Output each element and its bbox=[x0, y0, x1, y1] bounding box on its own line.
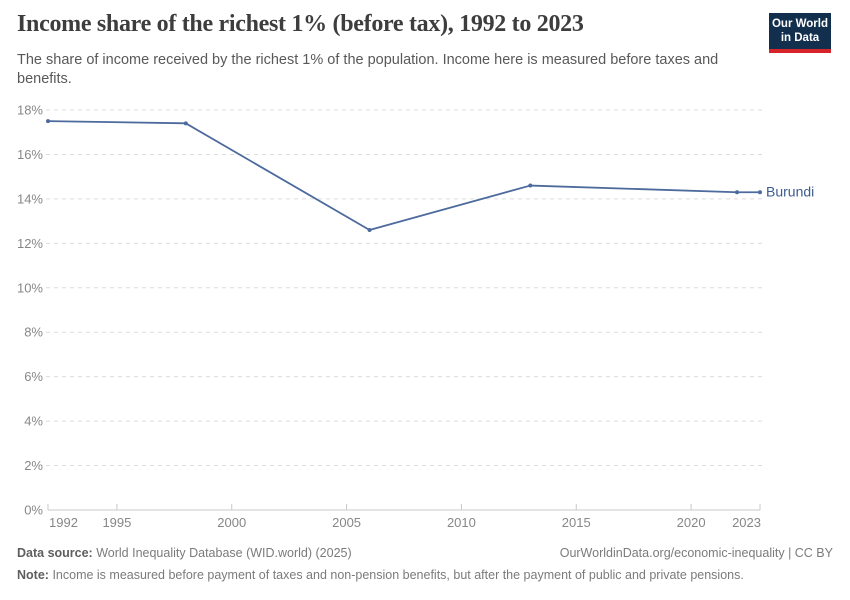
y-axis-tick-label: 14% bbox=[17, 191, 43, 206]
y-axis-tick-label: 12% bbox=[17, 236, 43, 251]
x-axis-tick-label: 2023 bbox=[732, 515, 761, 530]
y-axis-tick-label: 0% bbox=[24, 503, 43, 518]
data-source-label: Data source: bbox=[17, 546, 93, 560]
page-title: Income share of the richest 1% (before t… bbox=[17, 11, 584, 37]
x-axis-tick-label: 2005 bbox=[332, 515, 361, 530]
y-axis-tick-label: 4% bbox=[24, 414, 43, 429]
x-axis-tick-label: 1992 bbox=[49, 515, 78, 530]
footer-note-value: Income is measured before payment of tax… bbox=[52, 568, 744, 582]
x-axis-tick-label: 1995 bbox=[102, 515, 131, 530]
y-axis-tick-label: 6% bbox=[24, 369, 43, 384]
owid-logo: Our World in Data bbox=[769, 13, 831, 53]
data-point[interactable] bbox=[735, 190, 740, 195]
data-point[interactable] bbox=[46, 119, 50, 124]
line-chart: 0% 2% 4% 6% 8% 10% 12% 14% 16% 18% 1992 1995 2000 200… bbox=[17, 103, 814, 531]
data-point[interactable] bbox=[183, 121, 188, 126]
data-source: Data source: World Inequality Database (… bbox=[17, 546, 352, 560]
x-axis-tick-label: 2010 bbox=[447, 515, 476, 530]
y-axis-tick-label: 2% bbox=[24, 458, 43, 473]
y-axis-tick-label: 16% bbox=[17, 147, 43, 162]
y-axis-tick-label: 8% bbox=[24, 325, 43, 340]
x-axis-tick-label: 2015 bbox=[562, 515, 591, 530]
data-point[interactable] bbox=[528, 183, 533, 188]
footer-link[interactable]: OurWorldinData.org/economic-inequality |… bbox=[559, 546, 833, 560]
x-axis-tick-label: 2020 bbox=[677, 515, 706, 530]
y-axis-tick-label: 10% bbox=[17, 280, 43, 295]
footer-note: Note: Income is measured before payment … bbox=[17, 568, 833, 582]
data-point[interactable] bbox=[758, 190, 762, 195]
owid-logo-line1: Our World bbox=[771, 18, 828, 30]
data-point[interactable] bbox=[367, 228, 372, 232]
series-label-burundi[interactable]: Burundi bbox=[766, 184, 814, 200]
y-axis-tick-label: 18% bbox=[17, 103, 43, 118]
chart-subtitle: The share of income received by the rich… bbox=[17, 52, 719, 87]
data-source-value: World Inequality Database (WID.world) (2… bbox=[96, 546, 352, 560]
footer: Data source: World Inequality Database (… bbox=[17, 546, 833, 560]
footer-note-label: Note: bbox=[17, 568, 49, 582]
x-axis-tick-label: 2000 bbox=[217, 515, 246, 530]
series-line-burundi[interactable] bbox=[47, 120, 761, 231]
owid-logo-line2: in Data bbox=[780, 31, 820, 44]
